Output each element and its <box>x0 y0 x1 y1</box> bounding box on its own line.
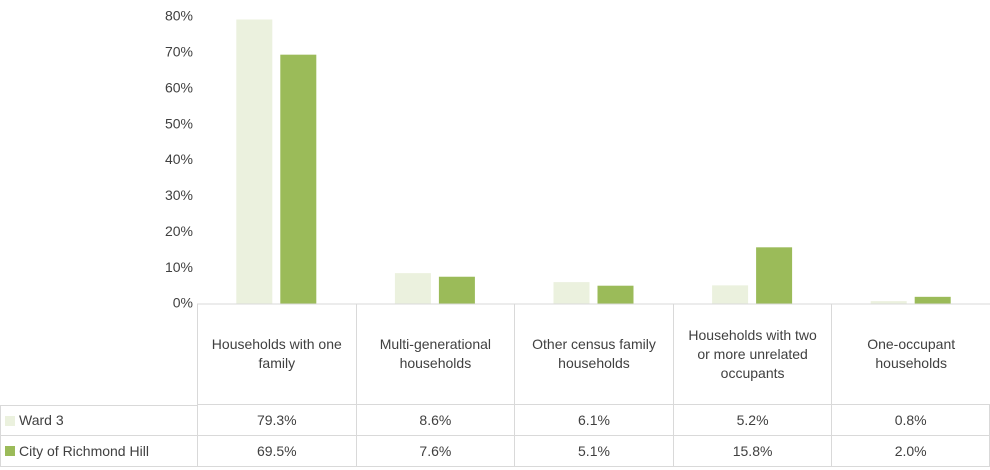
y-tick-label: 40% <box>165 151 193 167</box>
bar <box>280 54 317 305</box>
table-value: 0.8% <box>831 405 990 436</box>
table-value: 6.1% <box>514 405 673 436</box>
bar <box>914 296 951 304</box>
category-header: Households with two or more unrelated oc… <box>672 304 832 405</box>
legend-entry: City of Richmond Hill <box>0 436 197 467</box>
y-tick-label: 10% <box>165 259 193 275</box>
category-header: One-occupant households <box>831 304 990 405</box>
y-tick-label: 20% <box>165 223 193 239</box>
bar <box>870 301 907 304</box>
table-value: 5.2% <box>672 405 832 436</box>
category-header: Multi-generational households <box>355 304 515 405</box>
bar <box>597 285 634 304</box>
y-tick-label: 30% <box>165 187 193 203</box>
bar <box>394 273 431 304</box>
table-value: 79.3% <box>197 405 356 436</box>
y-tick-label: 50% <box>165 115 193 131</box>
y-tick-label: 60% <box>165 79 193 95</box>
table-value: 2.0% <box>831 436 990 467</box>
table-value: 69.5% <box>197 436 356 467</box>
category-header: Households with one family <box>197 304 356 405</box>
table-value: 15.8% <box>672 436 832 467</box>
bar <box>438 276 475 304</box>
category-header: Other census family households <box>514 304 673 405</box>
y-tick-label: 70% <box>165 44 193 60</box>
bar <box>553 282 590 304</box>
legend-entry: Ward 3 <box>0 405 197 436</box>
table-value: 7.6% <box>355 436 515 467</box>
legend-swatch <box>5 415 15 426</box>
y-tick-label: 80% <box>165 8 193 24</box>
bar <box>756 247 793 304</box>
series-name: City of Richmond Hill <box>19 442 149 459</box>
bar <box>236 19 273 304</box>
y-tick-label: 0% <box>173 295 193 311</box>
table-value: 5.1% <box>514 436 673 467</box>
legend-swatch <box>5 446 15 456</box>
series-name: Ward 3 <box>19 412 64 428</box>
bar <box>712 285 749 304</box>
table-value: 8.6% <box>355 405 515 436</box>
